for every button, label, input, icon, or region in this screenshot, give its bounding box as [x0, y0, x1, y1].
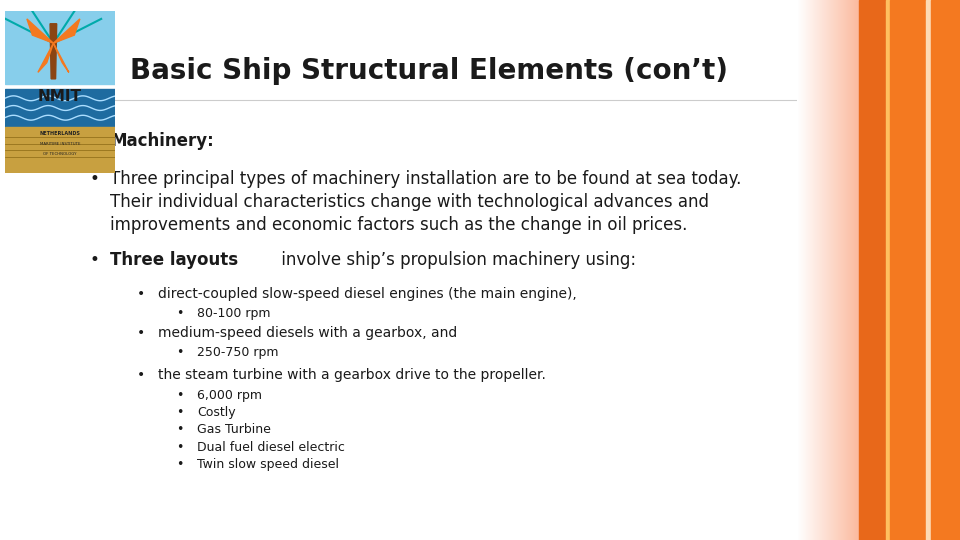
- Text: Basic Ship Structural Elements (con’t): Basic Ship Structural Elements (con’t): [130, 57, 728, 85]
- Text: involve ship’s propulsion machinery using:: involve ship’s propulsion machinery usin…: [276, 251, 636, 269]
- Text: •: •: [89, 251, 99, 269]
- Polygon shape: [54, 43, 69, 72]
- Text: MARITIME INSTITUTE: MARITIME INSTITUTE: [39, 142, 81, 146]
- Bar: [890, 0, 926, 540]
- Bar: [5, 127, 115, 173]
- Text: •: •: [137, 368, 146, 382]
- Text: •: •: [137, 287, 146, 301]
- Text: Machinery:: Machinery:: [110, 132, 214, 150]
- Text: medium-speed diesels with a gearbox, and: medium-speed diesels with a gearbox, and: [158, 326, 458, 340]
- Text: •: •: [89, 170, 99, 188]
- Text: 80-100 rpm: 80-100 rpm: [197, 307, 271, 320]
- Bar: [886, 0, 890, 540]
- Text: 6,000 rpm: 6,000 rpm: [197, 389, 262, 402]
- Text: 250-750 rpm: 250-750 rpm: [197, 346, 278, 359]
- Text: NETHERLANDS: NETHERLANDS: [39, 131, 81, 136]
- Text: Dual fuel diesel electric: Dual fuel diesel electric: [197, 441, 345, 454]
- Text: •: •: [176, 441, 183, 454]
- Text: Three principal types of machinery installation are to be found at sea today.
Th: Three principal types of machinery insta…: [110, 170, 742, 234]
- Text: Gas Turbine: Gas Turbine: [197, 423, 271, 436]
- Text: •: •: [176, 423, 183, 436]
- Polygon shape: [27, 19, 54, 43]
- Bar: [926, 0, 931, 540]
- Text: •: •: [137, 326, 146, 340]
- Text: •: •: [89, 132, 99, 150]
- Text: NMIT: NMIT: [38, 89, 82, 104]
- Text: Twin slow speed diesel: Twin slow speed diesel: [197, 458, 339, 471]
- Bar: [5, 11, 115, 84]
- Text: •: •: [176, 406, 183, 419]
- Text: Three layouts: Three layouts: [110, 251, 238, 269]
- Text: direct-coupled slow-speed diesel engines (the main engine),: direct-coupled slow-speed diesel engines…: [158, 287, 577, 301]
- Polygon shape: [54, 19, 80, 43]
- Bar: [859, 0, 886, 540]
- Text: OF TECHNOLOGY: OF TECHNOLOGY: [43, 152, 77, 156]
- Bar: [5, 89, 115, 127]
- Bar: [931, 0, 960, 540]
- Polygon shape: [37, 43, 54, 72]
- Text: •: •: [176, 346, 183, 359]
- Text: •: •: [176, 389, 183, 402]
- Text: •: •: [176, 307, 183, 320]
- Text: •: •: [176, 458, 183, 471]
- Text: Costly: Costly: [197, 406, 235, 419]
- Text: the steam turbine with a gearbox drive to the propeller.: the steam turbine with a gearbox drive t…: [158, 368, 546, 382]
- Polygon shape: [50, 24, 57, 79]
